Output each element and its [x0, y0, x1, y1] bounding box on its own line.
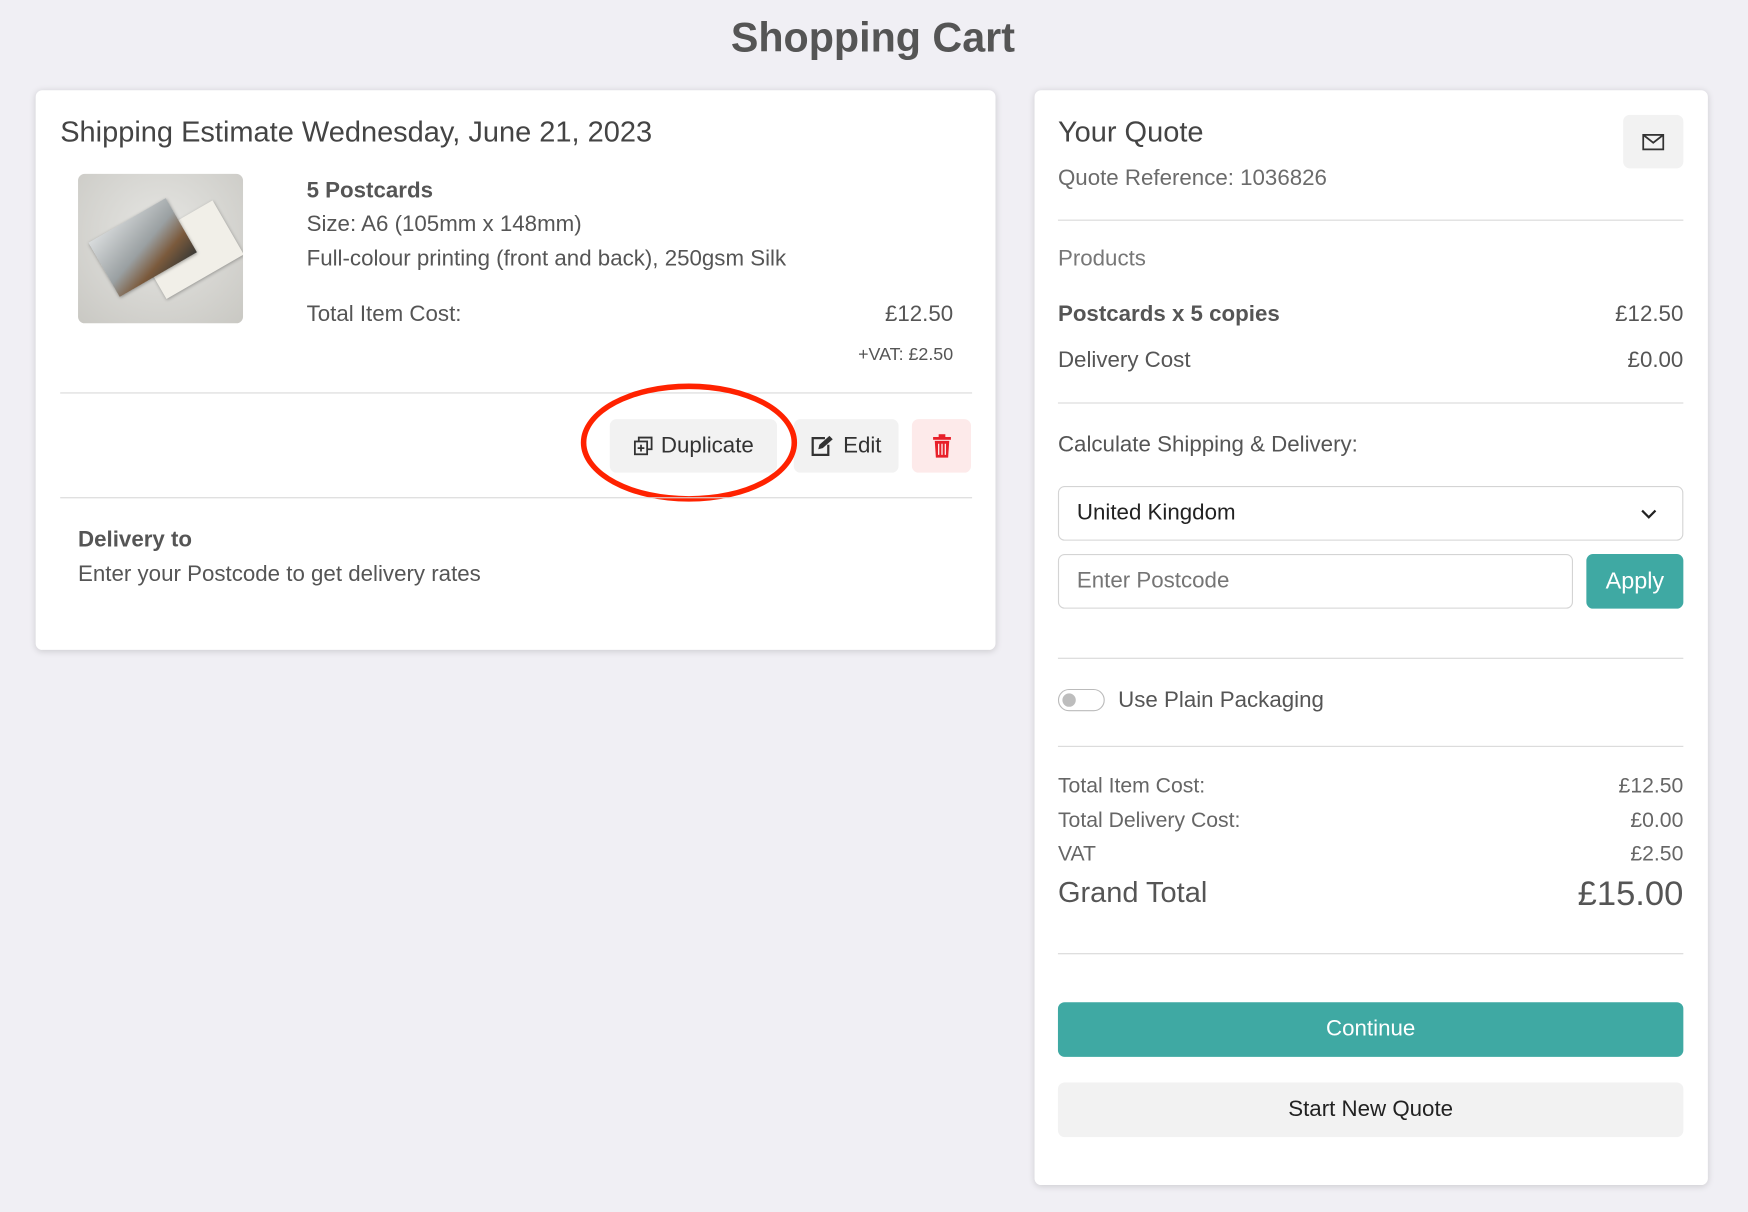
- total-delivery-label: Total Delivery Cost:: [1057, 809, 1241, 833]
- total-item-value: £12.50: [1618, 774, 1684, 799]
- divider: [1057, 219, 1684, 221]
- item-spec: Full-colour printing (front and back), 2…: [306, 246, 787, 271]
- item-vat: +VAT: £2.50: [858, 345, 954, 365]
- postcard-thumbnail: [78, 173, 244, 324]
- chevron-down-icon: [1641, 509, 1657, 519]
- grand-total-value: £15.00: [1577, 874, 1684, 914]
- plain-packaging-toggle[interactable]: [1057, 688, 1105, 712]
- vat-value: £2.50: [1630, 842, 1684, 867]
- divider: [60, 497, 973, 499]
- total-item-label: Total Item Cost:: [1057, 774, 1206, 799]
- postcode-input[interactable]: [1057, 554, 1573, 609]
- vat-label: VAT: [1057, 842, 1097, 867]
- continue-button[interactable]: Continue: [1057, 1002, 1684, 1057]
- edit-button[interactable]: Edit: [793, 419, 899, 473]
- start-new-quote-button[interactable]: Start New Quote: [1057, 1082, 1684, 1138]
- shipping-estimate-heading: Shipping Estimate Wednesday, June 21, 20…: [60, 114, 653, 149]
- edit-label: Edit: [843, 433, 882, 458]
- products-label: Products: [1057, 246, 1146, 271]
- email-quote-button[interactable]: [1623, 114, 1684, 169]
- quote-title: Your Quote: [1057, 114, 1204, 149]
- page-title: Shopping Cart: [730, 14, 1015, 61]
- item-name: 5 Postcards: [306, 178, 433, 203]
- edit-icon: [811, 435, 834, 456]
- product-line-value: £12.50: [1615, 302, 1684, 327]
- delete-button[interactable]: [911, 419, 971, 473]
- country-value: United Kingdom: [1076, 500, 1236, 526]
- total-delivery-value: £0.00: [1630, 809, 1684, 833]
- delivery-text: Enter your Postcode to get delivery rate…: [78, 561, 481, 587]
- item-size: Size: A6 (105mm x 148mm): [306, 211, 582, 237]
- divider: [1057, 402, 1684, 404]
- item-total-value: £12.50: [884, 302, 954, 327]
- item-total-label: Total Item Cost:: [306, 302, 462, 327]
- divider: [1057, 745, 1684, 747]
- divider: [1057, 953, 1684, 955]
- envelope-icon: [1642, 133, 1665, 150]
- shipping-label: Calculate Shipping & Delivery:: [1057, 432, 1358, 458]
- divider: [60, 392, 973, 394]
- trash-icon: [932, 434, 951, 458]
- apply-button[interactable]: Apply: [1586, 554, 1684, 609]
- highlight-circle: [580, 383, 798, 502]
- delivery-line-label: Delivery Cost: [1057, 347, 1191, 373]
- grand-total-label: Grand Total: [1057, 875, 1208, 909]
- quote-reference: Quote Reference: 1036826: [1057, 166, 1327, 191]
- country-select[interactable]: United Kingdom: [1057, 486, 1684, 541]
- delivery-title: Delivery to: [78, 527, 193, 552]
- product-line-label: Postcards x 5 copies: [1057, 302, 1280, 327]
- divider: [1057, 657, 1684, 659]
- delivery-line-value: £0.00: [1627, 347, 1684, 373]
- plain-packaging-label: Use Plain Packaging: [1118, 687, 1324, 713]
